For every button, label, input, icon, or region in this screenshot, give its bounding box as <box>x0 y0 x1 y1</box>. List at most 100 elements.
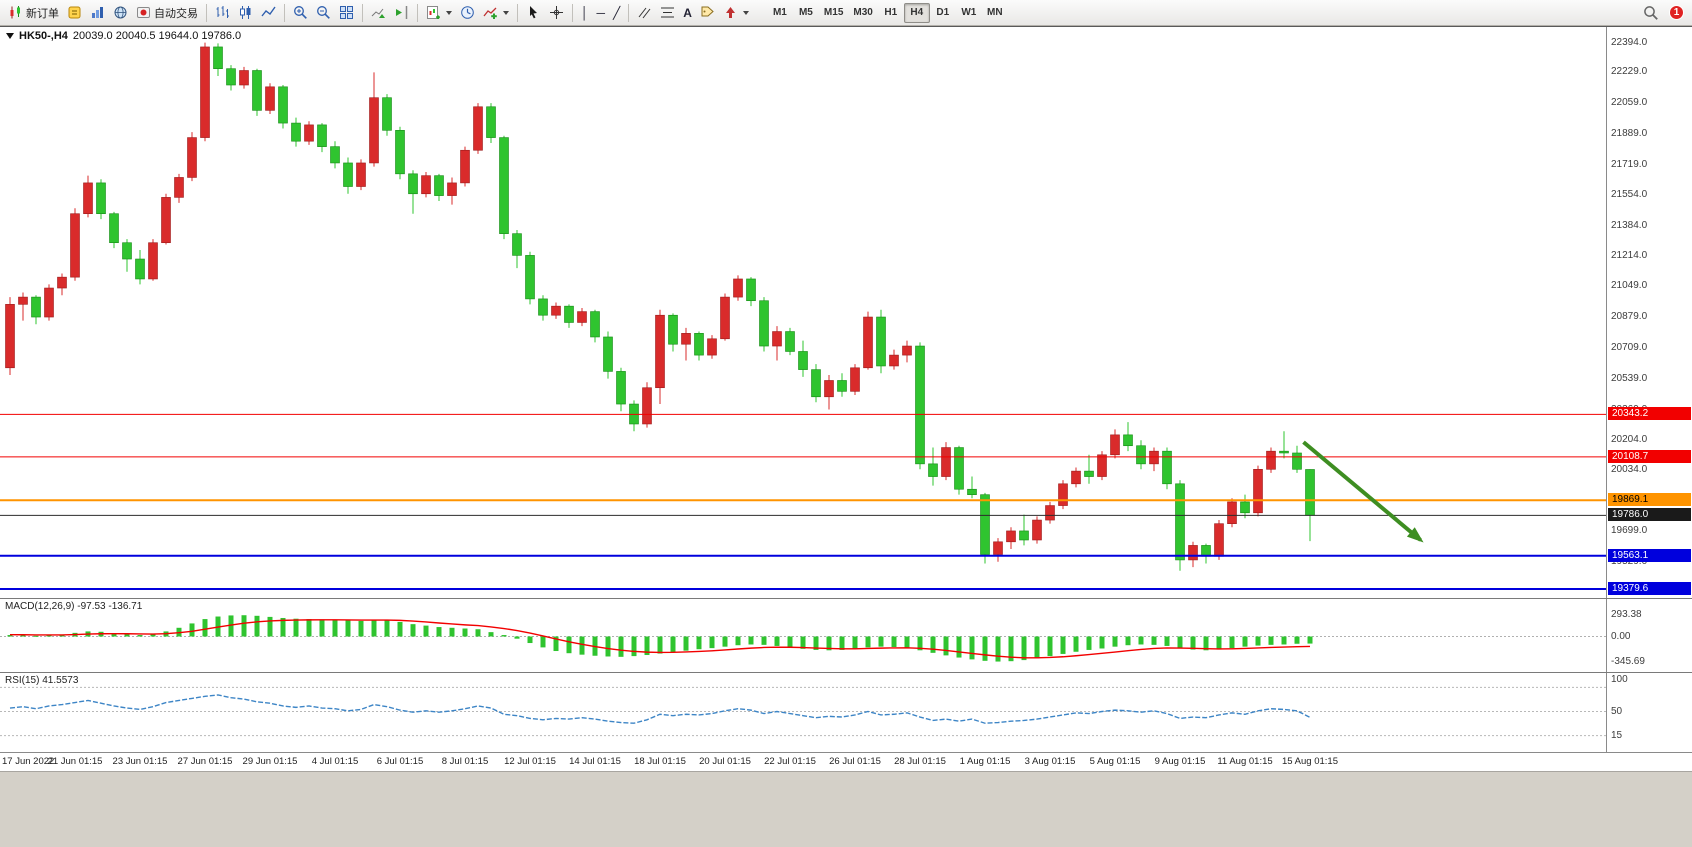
time-axis-label: 21 Jun 01:15 <box>47 756 103 767</box>
axis-label: 20709.0 <box>1611 342 1648 354</box>
axis-label: 20539.0 <box>1611 372 1648 384</box>
metaeditor-button[interactable] <box>63 2 86 24</box>
tile-windows-icon <box>340 6 353 19</box>
toolbar-separator <box>206 3 207 22</box>
periods-button[interactable] <box>456 2 479 24</box>
indicators-dropdown[interactable] <box>479 2 513 24</box>
vertical-line-tool-button[interactable]: │ <box>577 2 593 24</box>
timeframe-button-m1[interactable]: M1 <box>767 3 793 23</box>
axis-label: 21719.0 <box>1611 158 1648 170</box>
price-level-label: 20343.2 <box>1608 407 1691 421</box>
line-chart-mode-button[interactable] <box>257 2 280 24</box>
toolbar-separator <box>572 3 573 22</box>
zoom-out-button[interactable] <box>312 2 335 24</box>
rsi-canvas[interactable]: RSI(15) 41.5573 <box>0 673 1606 752</box>
price-axis[interactable]: 22394.0 22229.0 22059.0 21889.0 21719.0 21554… <box>1606 27 1692 598</box>
main-toolbar: 新订单 <box>0 0 1692 26</box>
new-order-button[interactable]: 新订单 <box>4 2 63 24</box>
chart-ohlc-values: 20039.0 20040.5 19644.0 19786.0 <box>72 30 242 42</box>
timeframe-button-mn[interactable]: MN <box>982 3 1008 23</box>
zoom-in-button[interactable] <box>289 2 312 24</box>
autotrading-button[interactable]: 自动交易 <box>132 2 202 24</box>
globe-icon <box>114 6 127 19</box>
macd-canvas[interactable]: MACD(12,26,9) -97.53 -136.71 <box>0 599 1606 672</box>
timeframe-button-m5[interactable]: M5 <box>793 3 819 23</box>
arrows-tool-dropdown[interactable] <box>719 2 753 24</box>
market-bars-icon <box>92 7 103 18</box>
search-button[interactable] <box>1639 2 1663 24</box>
candlestick-mode-button[interactable] <box>234 2 257 24</box>
time-axis-label: 6 Jul 01:15 <box>376 756 424 767</box>
arrow-object-icon <box>725 7 735 18</box>
timeframe-button-d1[interactable]: D1 <box>930 3 956 23</box>
trendline-icon: ╱ <box>613 5 621 20</box>
rsi-axis[interactable]: 100 50 15 <box>1606 673 1692 752</box>
price-level-label: 20108.7 <box>1608 449 1691 463</box>
timeframe-button-h1[interactable]: H1 <box>878 3 904 23</box>
label-tag-icon <box>701 6 714 17</box>
axis-label: 22394.0 <box>1611 36 1648 48</box>
axis-label: 100 <box>1611 674 1628 685</box>
time-axis-label: 18 Jul 01:15 <box>634 756 686 767</box>
time-axis-label: 15 Aug 01:15 <box>1282 756 1338 767</box>
timeframe-button-m15[interactable]: M15 <box>819 3 848 23</box>
trendline-tool-button[interactable]: ╱ <box>609 2 624 24</box>
axis-label: 21889.0 <box>1611 128 1648 140</box>
metaeditor-icon <box>68 6 81 19</box>
axis-label: 15 <box>1611 729 1623 741</box>
caret-down-icon <box>742 10 749 15</box>
new-chart-dropdown[interactable] <box>422 2 456 24</box>
time-axis-label: 26 Jul 01:15 <box>829 756 881 767</box>
toolbar-right-area: 1 <box>1639 2 1688 24</box>
auto-scroll-icon <box>371 8 385 18</box>
axis-label: 50 <box>1611 705 1623 717</box>
time-axis-label: 14 Jul 01:15 <box>569 756 621 767</box>
horizontal-line-tool-button[interactable]: ─ <box>593 2 610 24</box>
timeframe-button-w1[interactable]: W1 <box>956 3 982 23</box>
chart-shift-button[interactable] <box>390 2 413 24</box>
axis-label: -345.69 <box>1611 655 1645 667</box>
tile-windows-button[interactable] <box>335 2 358 24</box>
toolbar-separator <box>362 3 363 22</box>
axis-label: 21554.0 <box>1611 188 1648 200</box>
bar-chart-icon <box>216 6 229 18</box>
timeframe-button-h4[interactable]: H4 <box>903 2 930 23</box>
price-level-label: 19563.1 <box>1608 548 1691 562</box>
price-level-label: 19786.0 <box>1608 508 1691 522</box>
market-watch-button[interactable] <box>86 2 109 24</box>
zoom-out-icon <box>317 6 330 19</box>
search-icon <box>1644 5 1658 20</box>
axis-label: 20879.0 <box>1611 311 1648 323</box>
text-label-tool-button[interactable] <box>696 2 719 24</box>
axis-label: 21049.0 <box>1611 280 1648 292</box>
chart-workspace: HK50-,H4 20039.0 20040.5 19644.0 19786.0… <box>0 26 1692 847</box>
cursor-tool-button[interactable] <box>522 2 545 24</box>
text-tool-button[interactable]: A <box>679 2 696 24</box>
cursor-icon <box>530 6 537 19</box>
new-order-label: 新订单 <box>26 7 59 20</box>
bar-chart-mode-button[interactable] <box>211 2 234 24</box>
axis-label: 22059.0 <box>1611 97 1648 109</box>
title-dropdown-icon[interactable] <box>6 33 14 39</box>
time-axis-label: 29 Jun 01:15 <box>242 756 298 767</box>
time-axis-label: 23 Jun 01:15 <box>112 756 168 767</box>
equidistant-channel-tool-button[interactable] <box>633 2 656 24</box>
macd-panel: MACD(12,26,9) -97.53 -136.71 293.38 0.00 -… <box>0 598 1692 672</box>
price-level-label: 19869.1 <box>1608 493 1691 507</box>
fibonacci-icon <box>661 7 675 18</box>
auto-scroll-button[interactable] <box>367 2 390 24</box>
toolbar-separator <box>417 3 418 22</box>
trend-arrow-annotation <box>1302 440 1424 543</box>
notification-badge[interactable]: 1 <box>1669 5 1684 20</box>
time-axis-label: 17 Jun 2022 <box>2 756 55 767</box>
timeframe-button-m30[interactable]: M30 <box>848 3 877 23</box>
chart-symbol: HK50-,H4 <box>19 30 68 42</box>
macd-axis[interactable]: 293.38 0.00 -345.69 <box>1606 599 1692 672</box>
crosshair-tool-button[interactable] <box>545 2 568 24</box>
main-chart-canvas[interactable]: HK50-,H4 20039.0 20040.5 19644.0 19786.0 <box>0 27 1606 598</box>
time-axis[interactable]: 17 Jun 2022 21 Jun 01:15 23 Jun 01:15 27 Ju… <box>0 752 1692 771</box>
indicators-icon <box>483 7 497 19</box>
help-button[interactable] <box>109 2 132 24</box>
candlestick-icon <box>240 6 251 19</box>
fibonacci-tool-button[interactable] <box>656 2 679 24</box>
